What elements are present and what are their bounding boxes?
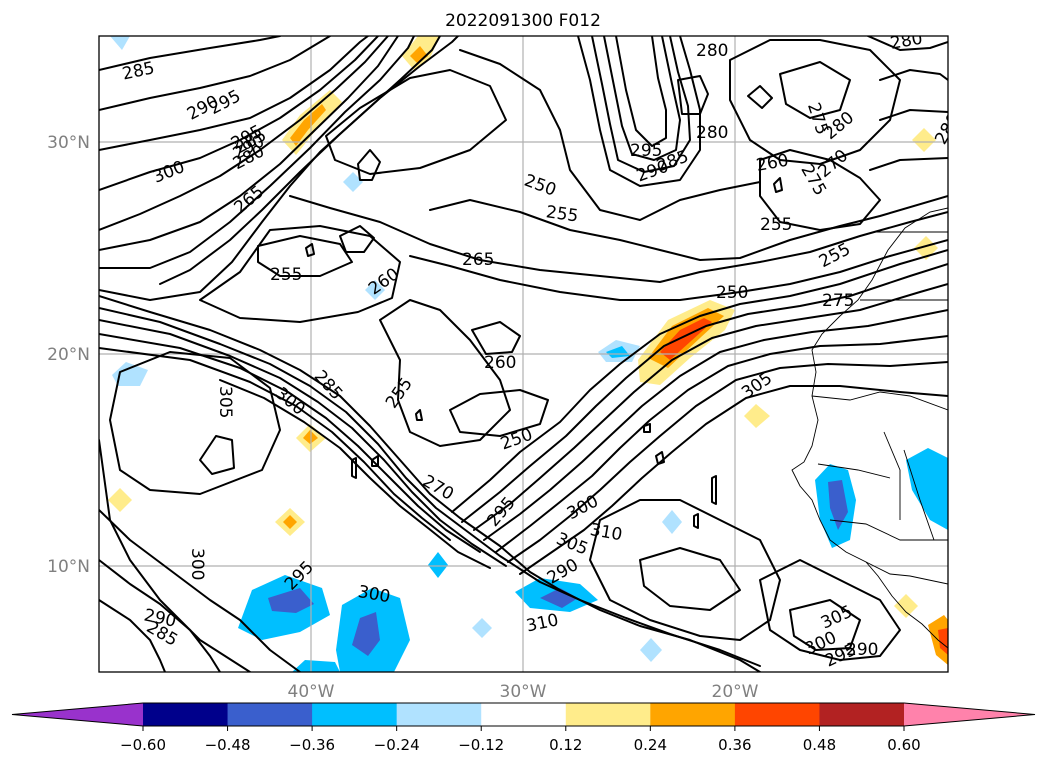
colorbar-tick-label: −0.12 [458, 736, 504, 754]
isotherm-contours [99, 36, 948, 672]
colorbar-bin [227, 703, 313, 726]
shade-blob [472, 618, 492, 638]
colorbar-bin [819, 703, 905, 726]
shade-blob [110, 36, 130, 50]
contour-label: 280 [696, 41, 728, 61]
shade-blob [352, 612, 380, 656]
colorbar-tick-label: 0.24 [634, 736, 667, 754]
colorbar-bin [650, 703, 736, 726]
shade-blob [912, 128, 936, 152]
contour-label: 280 [889, 29, 924, 54]
contour-label: 265 [462, 250, 494, 270]
shade-blob [744, 404, 770, 428]
shade-blob [894, 594, 918, 618]
shade-blob [640, 638, 662, 662]
shade-blob [365, 280, 385, 300]
shade-blob [283, 515, 297, 529]
lon-label-20w: 20°W [712, 682, 759, 702]
colorbar-bin [312, 703, 398, 726]
shade-blob [343, 172, 363, 192]
shade-blob [938, 628, 948, 655]
latitude-labels: 30°N 20°N 10°N [47, 133, 90, 577]
contour-label: 290 [846, 640, 878, 660]
map-panel: 285 290 295 295 290 285 280 300 265 255 … [98, 29, 949, 673]
colorbar-tick-label: −0.36 [289, 736, 335, 754]
contour-label: 260 [484, 353, 516, 373]
contour-label: 255 [545, 202, 580, 226]
colorbar-tick-label: 0.36 [718, 736, 751, 754]
longitude-labels: 40°W 30°W 20°W [288, 682, 759, 702]
colorbar-bin [143, 703, 229, 726]
contour-label: 280 [696, 123, 728, 143]
colorbar-bin [565, 703, 651, 726]
colorbar-tick-label: 0.60 [887, 736, 920, 754]
shade-blob [540, 588, 578, 608]
colorbar-tick-label: −0.24 [374, 736, 420, 754]
colorbar-bin [481, 703, 567, 726]
lon-label-30w: 30°W [500, 682, 547, 702]
shade-blob [112, 362, 148, 386]
colorbar-tick-label: 0.48 [803, 736, 836, 754]
shade-blob [268, 588, 314, 613]
lat-label-30n: 30°N [47, 133, 90, 153]
anomaly-shading [108, 36, 948, 672]
colorbar-tick-label: −0.60 [120, 736, 166, 754]
colorbar: −0.60 −0.48 −0.36 −0.24 −0.12 0.12 0.24 0.36 0.4… [11, 702, 1036, 754]
contour-label: 255 [270, 265, 302, 285]
contour-label: 305 [215, 386, 235, 418]
shade-blob [428, 552, 448, 578]
colorbar-tick-label: 0.12 [549, 736, 582, 754]
shade-blob [410, 46, 428, 64]
contour-label: 275 [822, 291, 854, 311]
contour-label: 255 [760, 215, 792, 235]
colorbar-bin [734, 703, 820, 726]
map-frame [98, 35, 949, 673]
shade-blob [292, 660, 340, 672]
shade-blob [606, 346, 630, 358]
contour-label: 295 [630, 141, 662, 161]
colorbar-extend-low [12, 703, 143, 726]
lat-label-10n: 10°N [47, 557, 90, 577]
lat-label-20n: 20°N [47, 345, 90, 365]
shade-blob [662, 510, 682, 534]
contour-label: 300 [187, 548, 207, 580]
shade-blob [108, 488, 132, 512]
figure-title: 2022091300 F012 [445, 11, 601, 31]
shade-blob [906, 448, 948, 530]
colorbar-bin [396, 703, 482, 726]
contour-label: 250 [716, 283, 748, 303]
shade-blob [290, 104, 326, 146]
coastline [791, 207, 948, 649]
shade-blob [828, 480, 848, 530]
colorbar-tick-label: −0.48 [205, 736, 251, 754]
lon-label-40w: 40°W [288, 682, 335, 702]
colorbar-extend-high [904, 703, 1035, 726]
